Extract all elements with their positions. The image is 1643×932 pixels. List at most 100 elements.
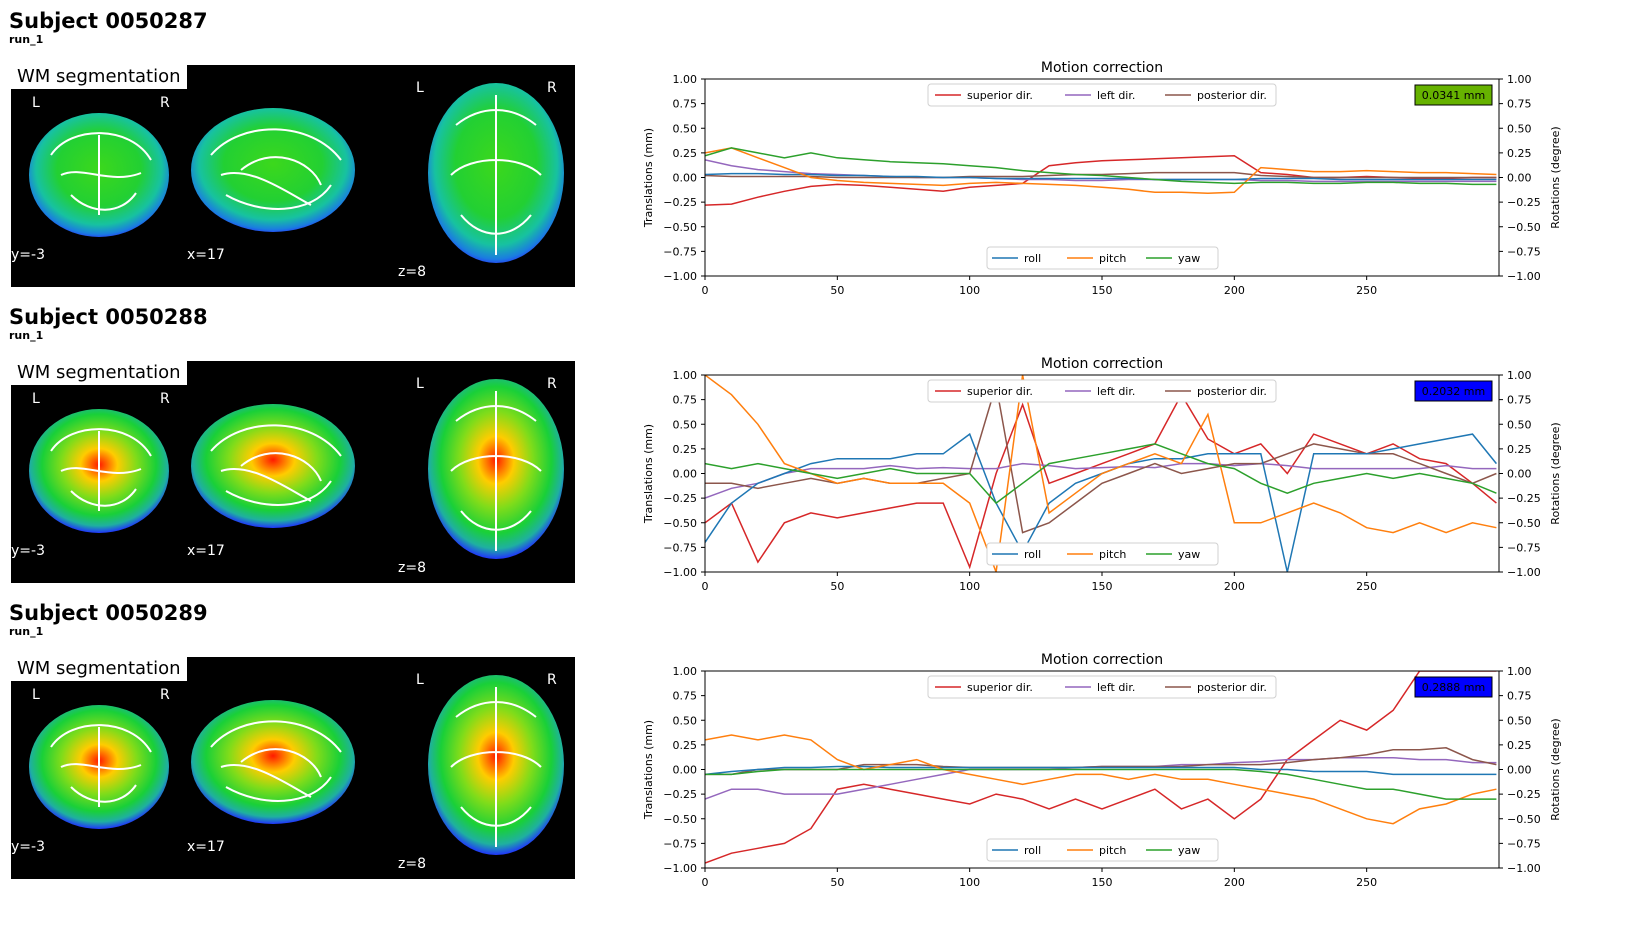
legend-label: superior dir. bbox=[967, 681, 1033, 694]
orientation-label: L bbox=[416, 376, 424, 392]
motion-correction-chart: Motion correction 1.00 1.00 0.75 0.75 0.50 0.5… bbox=[630, 592, 1643, 892]
y-tick-label: −0.25 bbox=[663, 196, 697, 209]
y2-tick-label: −1.00 bbox=[1507, 566, 1541, 579]
y-tick-label: −0.50 bbox=[663, 517, 697, 530]
y-tick-label: −0.25 bbox=[663, 492, 697, 505]
motion-correction-chart: Motion correction 1.00 1.00 0.75 0.75 0.50 0.5… bbox=[630, 296, 1643, 596]
y2-tick-label: 1.00 bbox=[1507, 665, 1532, 678]
mean-displacement-value: 0.2032 mm bbox=[1422, 385, 1485, 398]
orientation-label: L bbox=[32, 391, 40, 407]
orientation-label: L bbox=[32, 687, 40, 703]
plot-frame bbox=[704, 374, 1500, 573]
y-tick-label: 1.00 bbox=[673, 73, 698, 86]
series-line-posterior bbox=[705, 747, 1497, 776]
series-line-superior bbox=[705, 671, 1497, 864]
subject-title: Subject 0050288 bbox=[9, 305, 208, 329]
orientation-label: R bbox=[547, 376, 557, 392]
x-tick-label: 250 bbox=[1356, 284, 1377, 297]
motion-chart-svg: Motion correction 1.00 1.00 0.75 0.75 0.50 0.5… bbox=[642, 652, 1562, 889]
subject-run-label: run_1 bbox=[9, 33, 44, 46]
segmentation-label: WM segmentation bbox=[11, 65, 187, 89]
y-tick-label: 0.75 bbox=[673, 394, 698, 407]
y-tick-label: −0.50 bbox=[663, 813, 697, 826]
y2-tick-label: −0.25 bbox=[1507, 196, 1541, 209]
subject-report-2: Subject 0050288 run_1 WM segmentation L R L… bbox=[0, 296, 1643, 596]
y2-tick-label: 0.50 bbox=[1507, 122, 1532, 135]
legend-label: yaw bbox=[1178, 252, 1200, 265]
y-tick-label: 0.00 bbox=[673, 172, 698, 185]
legend-label: left dir. bbox=[1097, 681, 1135, 694]
x-tick-label: 200 bbox=[1224, 876, 1245, 889]
orientation-label: R bbox=[547, 672, 557, 688]
x-tick-label: 250 bbox=[1356, 580, 1377, 593]
x-tick-label: 50 bbox=[830, 284, 844, 297]
series-line-posterior bbox=[705, 171, 1497, 179]
x-tick-label: 200 bbox=[1224, 284, 1245, 297]
series-line-roll bbox=[705, 172, 1497, 181]
legend-label: superior dir. bbox=[967, 385, 1033, 398]
orientation-label: R bbox=[160, 391, 170, 407]
chart-title: Motion correction bbox=[1041, 652, 1163, 668]
legend-label: pitch bbox=[1099, 252, 1126, 265]
y2-tick-label: −0.50 bbox=[1507, 221, 1541, 234]
legend-label: pitch bbox=[1099, 844, 1126, 857]
sagittal-coordinate-label: x=17 bbox=[187, 543, 225, 559]
orientation-label: L bbox=[416, 672, 424, 688]
y-tick-label: −0.75 bbox=[663, 245, 697, 258]
series-line-roll bbox=[705, 765, 1497, 776]
y2-axis-label: Rotations (degree) bbox=[1549, 126, 1562, 228]
brain-slices bbox=[29, 83, 564, 263]
y-tick-label: 0.25 bbox=[673, 443, 698, 456]
axial-coordinate-label: z=8 bbox=[398, 560, 426, 576]
legend-label: pitch bbox=[1099, 548, 1126, 561]
y2-tick-label: −1.00 bbox=[1507, 270, 1541, 283]
legend-label: left dir. bbox=[1097, 385, 1135, 398]
series-line-yaw bbox=[705, 768, 1497, 800]
y2-tick-label: 0.25 bbox=[1507, 739, 1532, 752]
coronal-coordinate-label: y=-3 bbox=[11, 543, 45, 559]
legend-top bbox=[927, 379, 1277, 403]
legend-bottom bbox=[986, 838, 1219, 862]
y2-tick-label: 0.50 bbox=[1507, 418, 1532, 431]
mean-displacement-value: 0.0341 mm bbox=[1422, 89, 1485, 102]
legend-label: yaw bbox=[1178, 844, 1200, 857]
y2-tick-label: 1.00 bbox=[1507, 73, 1532, 86]
y-tick-label: 0.50 bbox=[673, 122, 698, 135]
y-tick-label: −1.00 bbox=[663, 566, 697, 579]
series-line-yaw bbox=[705, 443, 1497, 505]
y-tick-label: 1.00 bbox=[673, 665, 698, 678]
mean-displacement-badge bbox=[1414, 84, 1493, 106]
orientation-label: L bbox=[32, 95, 40, 111]
y2-tick-label: −0.75 bbox=[1507, 541, 1541, 554]
y-tick-label: −1.00 bbox=[663, 862, 697, 875]
mean-displacement-badge bbox=[1414, 380, 1493, 402]
motion-chart-svg: Motion correction 1.00 1.00 0.75 0.75 0.50 0.5… bbox=[642, 60, 1562, 297]
legend-label: roll bbox=[1024, 252, 1041, 265]
legend-label: superior dir. bbox=[967, 89, 1033, 102]
x-tick-label: 50 bbox=[830, 580, 844, 593]
y2-tick-label: −0.75 bbox=[1507, 837, 1541, 850]
axial-coordinate-label: z=8 bbox=[398, 856, 426, 872]
subject-title: Subject 0050287 bbox=[9, 9, 208, 33]
series-line-left bbox=[705, 756, 1497, 800]
y2-tick-label: 0.25 bbox=[1507, 147, 1532, 160]
brain-slices bbox=[29, 379, 564, 559]
chart-title: Motion correction bbox=[1041, 60, 1163, 76]
subject-report-3: Subject 0050289 run_1 WM segmentation L R L… bbox=[0, 592, 1643, 892]
y-tick-label: −0.50 bbox=[663, 221, 697, 234]
subject-report-1: Subject 0050287 run_1 WM segmentation L R L… bbox=[0, 0, 1643, 300]
axial-coordinate-label: z=8 bbox=[398, 264, 426, 280]
y-tick-label: −0.75 bbox=[663, 837, 697, 850]
y-tick-label: 0.75 bbox=[673, 690, 698, 703]
plot-frame bbox=[704, 670, 1500, 869]
series-line-pitch bbox=[705, 734, 1497, 825]
y2-tick-label: 0.00 bbox=[1507, 172, 1532, 185]
y2-tick-label: 0.00 bbox=[1507, 764, 1532, 777]
series-line-yaw bbox=[705, 147, 1497, 186]
y2-tick-label: 0.50 bbox=[1507, 714, 1532, 727]
legend-label: posterior dir. bbox=[1197, 385, 1267, 398]
series-line-pitch bbox=[705, 375, 1497, 572]
mean-displacement-value: 0.2888 mm bbox=[1422, 681, 1485, 694]
